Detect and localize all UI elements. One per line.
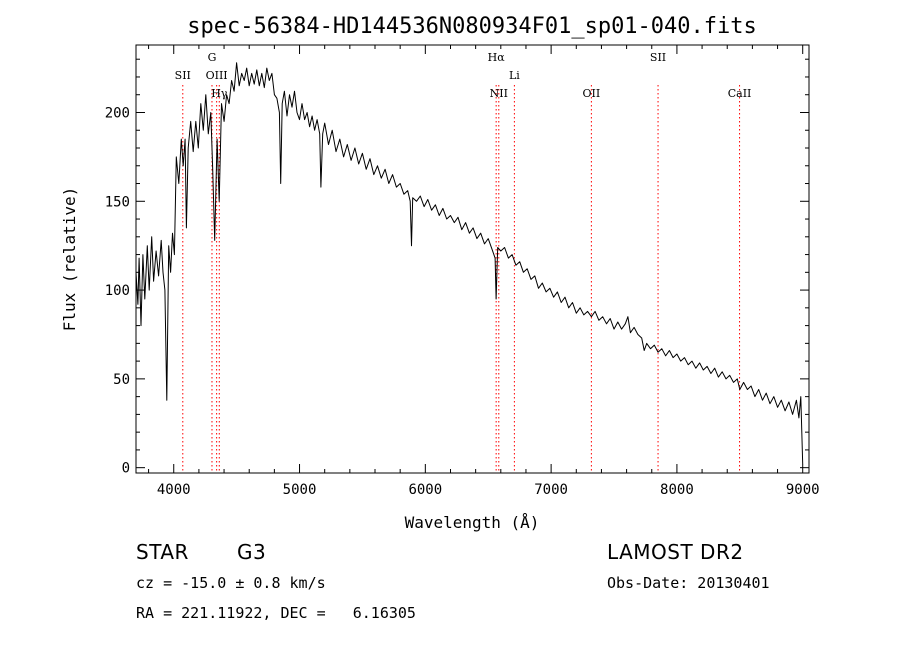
series-layer (135, 62, 804, 465)
y-tick-label: 100 (105, 283, 130, 299)
spectral-line-label: Hγ (211, 87, 228, 100)
y-tick-label: 200 (105, 105, 130, 121)
x-tick-label: 6000 (408, 482, 442, 498)
spectral-line-label: Hα (488, 51, 506, 64)
spectrum-series-line (135, 62, 804, 465)
x-tick-label: 4000 (157, 482, 191, 498)
redshift-info: cz = -15.0 ± 0.8 km/s (136, 574, 326, 592)
obs-date: Obs-Date: 20130401 (607, 574, 770, 592)
x-axis-label: Wavelength (Å) (405, 513, 540, 532)
ticks-layer: 4000 5000 6000 7000 8000 9000 0 50 100 150 200 (105, 45, 820, 498)
y-tick-label: 50 (113, 372, 130, 388)
chart-title: spec-56384-HD144536N080934F01_sp01-040.f… (187, 14, 757, 39)
spectral-line-label: SII (175, 69, 191, 82)
x-tick-label: 8000 (660, 482, 694, 498)
x-tick-label: 9000 (786, 482, 820, 498)
spectral-line-label: Li (509, 69, 520, 82)
spectral-line-label: OII (583, 87, 601, 100)
spectral-line-label: CaII (728, 87, 752, 100)
x-tick-label: 5000 (283, 482, 317, 498)
plot-frame (135, 44, 810, 474)
y-tick-label: 0 (122, 461, 130, 477)
x-tick-label: 7000 (534, 482, 568, 498)
spectral-line-label: G (208, 51, 217, 64)
subclass: G3 (237, 540, 267, 564)
spectral-line-label: NII (490, 87, 508, 100)
spectral-line-label: SII (650, 51, 666, 64)
survey-label: LAMOST DR2 (607, 540, 744, 564)
object-type: STAR (136, 540, 189, 564)
spectral-line-label: OIII (206, 69, 228, 82)
y-axis-label: Flux (relative) (60, 187, 79, 332)
coordinates: RA = 221.11922, DEC = 6.16305 (136, 604, 416, 622)
y-tick-label: 150 (105, 194, 130, 210)
